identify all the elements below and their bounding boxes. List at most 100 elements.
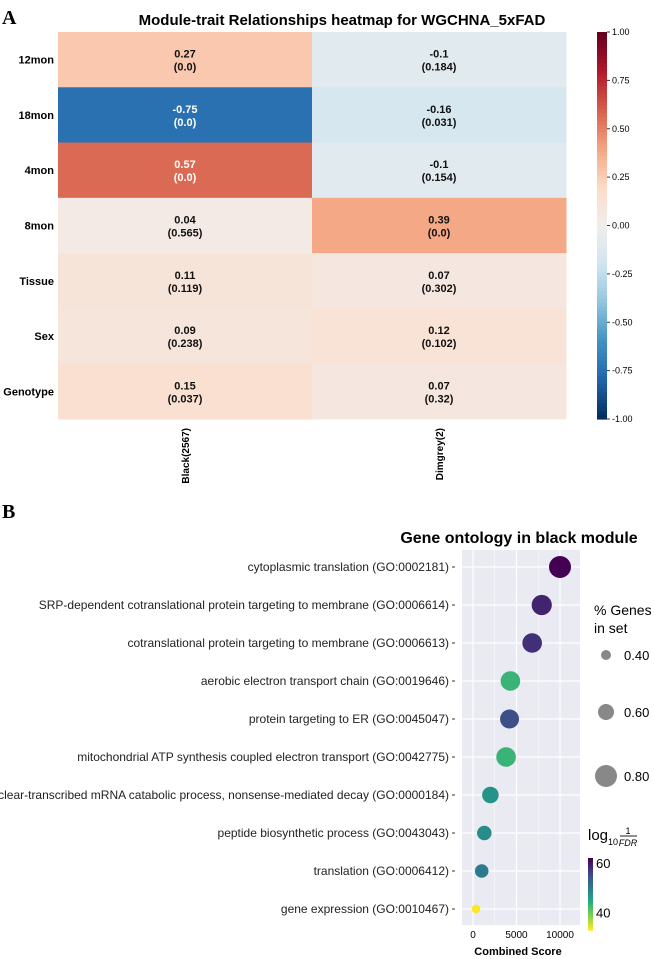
colorbar-segment <box>597 59 607 64</box>
colorbar-segment <box>588 892 593 895</box>
colorbar-segment <box>588 871 593 873</box>
cell-value: 0.12 <box>428 325 449 337</box>
cell-pvalue: (0.0) <box>428 228 451 240</box>
colorbar-segment <box>597 194 607 200</box>
colorbar-segment <box>588 890 593 893</box>
colorbar-segment <box>597 407 607 412</box>
cell-value: -0.1 <box>430 159 449 171</box>
colorbar-segment <box>588 903 593 906</box>
color-legend-numerator: 1 <box>625 826 630 836</box>
colorbar-tick-label: 0.50 <box>612 124 630 134</box>
colorbar-segment <box>588 888 593 890</box>
colorbar-segment <box>588 909 593 912</box>
colorbar-segment <box>588 882 593 884</box>
colorbar-segment <box>597 202 607 207</box>
colorbar-segment <box>597 132 607 138</box>
go-term-label: aerobic electron transport chain (GO:001… <box>201 674 449 688</box>
colorbar-segment <box>597 62 607 68</box>
heatmap-cell <box>58 308 313 365</box>
cell-value: 0.27 <box>174 49 195 61</box>
cell-pvalue: (0.0) <box>174 172 197 184</box>
heatmap-cell <box>58 142 313 199</box>
heatmap-cell <box>312 87 567 144</box>
go-term-label: peptide biosynthetic process (GO:0043043… <box>218 826 449 840</box>
colorbar-segment <box>588 867 593 870</box>
colorbar-segment <box>588 864 593 866</box>
cell-pvalue: (0.302) <box>422 283 457 295</box>
colorbar-segment <box>597 271 607 277</box>
color-legend-tick: 40 <box>596 906 610 921</box>
colorbar-segment <box>597 287 607 292</box>
colorbar-segment <box>588 897 593 900</box>
row-label: 18mon <box>19 110 55 122</box>
colorbar-segment <box>597 376 607 381</box>
heatmap-cell <box>58 32 313 88</box>
cell-value: 0.09 <box>174 325 195 337</box>
heatmap-cell <box>58 197 313 254</box>
go-term-dot <box>522 633 542 653</box>
size-legend-label: 0.60 <box>624 705 649 720</box>
colorbar-segment <box>597 163 607 169</box>
colorbar-segment <box>597 90 607 95</box>
panel-label-b: B <box>2 501 15 523</box>
colorbar-segment <box>597 124 607 130</box>
colorbar-segment <box>597 237 607 242</box>
colorbar-segment <box>597 43 607 49</box>
colorbar-segment <box>588 879 593 882</box>
colorbar-segment <box>597 240 607 246</box>
colorbar-segment <box>597 333 607 339</box>
heatmap-cell <box>312 32 567 88</box>
colorbar-segment <box>588 916 593 919</box>
colorbar-segment <box>597 206 607 211</box>
colorbar-segment <box>597 403 607 408</box>
colorbar-segment <box>597 380 607 385</box>
colorbar-segment <box>597 279 607 285</box>
cell-pvalue: (0.0) <box>174 62 197 74</box>
cell-value: 0.57 <box>174 159 195 171</box>
colorbar-segment <box>597 55 607 60</box>
size-legend-dot <box>598 704 614 720</box>
cell-pvalue: (0.565) <box>168 228 203 240</box>
colorbar-segment <box>597 233 607 238</box>
cell-pvalue: (0.102) <box>422 338 457 350</box>
row-label: 12mon <box>19 55 55 67</box>
x-tick-label: 10000 <box>546 930 574 941</box>
colorbar-segment <box>588 913 593 915</box>
cell-value: -0.75 <box>172 104 197 116</box>
colorbar-segment <box>597 144 607 149</box>
size-legend-dot <box>595 765 617 787</box>
colorbar-segment <box>588 928 593 931</box>
colorbar-segment <box>588 907 593 909</box>
colorbar-segment <box>597 411 607 416</box>
colorbar-segment <box>588 860 593 863</box>
go-term-label: translation (GO:0006412) <box>314 864 449 878</box>
colorbar-segment <box>597 399 607 405</box>
colorbar-segment <box>597 109 607 114</box>
colorbar-segment <box>588 866 593 869</box>
panel-label-a: A <box>2 7 17 29</box>
colorbar-segment <box>597 345 607 350</box>
colorbar-segment <box>588 912 593 914</box>
colorbar-segment <box>597 415 607 420</box>
colorbar-segment <box>588 878 593 881</box>
heatmap-cell <box>58 363 313 420</box>
colorbar-segment <box>597 74 607 80</box>
column-label: Black(2567) <box>181 428 192 484</box>
colorbar-segment <box>597 326 607 331</box>
x-tick-label: 5000 <box>505 930 528 941</box>
colorbar-segment <box>597 360 607 366</box>
colorbar-tick-label: 1.00 <box>612 27 630 37</box>
colorbar-segment <box>588 868 593 871</box>
go-term-dot <box>477 825 492 841</box>
colorbar-segment <box>597 113 607 118</box>
heatmap-cell <box>312 363 567 420</box>
colorbar-segment <box>597 190 607 196</box>
colorbar-segment <box>597 295 607 300</box>
colorbar-segment <box>588 927 593 930</box>
cell-pvalue: (0.32) <box>425 393 454 405</box>
colorbar-segment <box>597 364 607 370</box>
colorbar-segment <box>597 264 607 269</box>
cell-pvalue: (0.238) <box>168 338 203 350</box>
color-legend-title: log <box>588 827 608 844</box>
go-term-label: protein targeting to ER (GO:0045047) <box>249 712 449 726</box>
